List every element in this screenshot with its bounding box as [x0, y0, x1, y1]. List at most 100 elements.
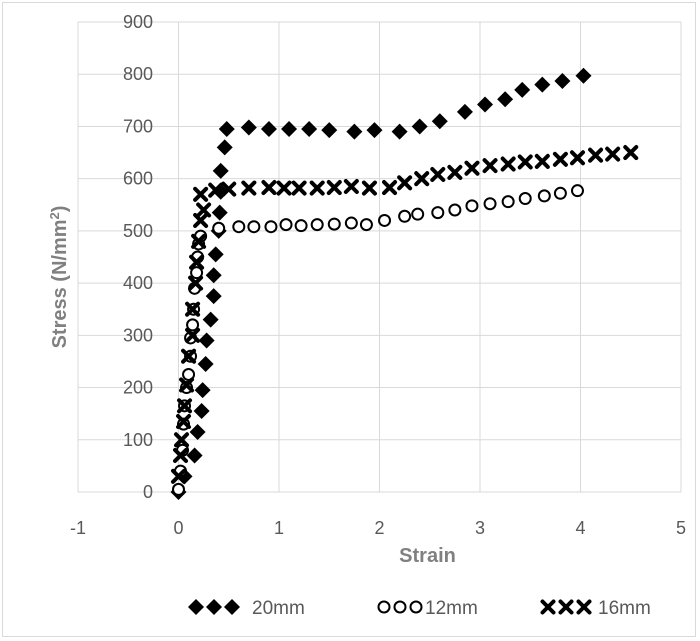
diamond-point: [189, 423, 206, 440]
legend-diamond-marker: [188, 599, 204, 615]
x-tick-label: 3: [475, 518, 485, 538]
x-tick-label: -1: [70, 518, 86, 538]
y-tick-label: 700: [123, 116, 153, 136]
legend-item-12mm: 12mm: [377, 598, 478, 619]
diamond-point: [456, 103, 473, 120]
diamond-point: [198, 332, 215, 349]
legend-diamond-marker: [206, 599, 222, 615]
diamond-point: [497, 91, 514, 108]
circle-point: [247, 220, 261, 234]
y-axis-title-close: ): [49, 206, 71, 213]
diamond-point: [281, 121, 298, 138]
x-point: [343, 179, 359, 194]
legend-circle-marker: [393, 600, 407, 614]
circle-point: [570, 184, 584, 198]
circle-point: [359, 218, 373, 232]
x-tick-label: 0: [173, 518, 183, 538]
x-point: [185, 327, 201, 343]
y-tick-label: 400: [123, 273, 153, 293]
circle-point: [465, 199, 479, 213]
x-point: [176, 414, 192, 429]
diamond-point: [211, 204, 228, 221]
x-point: [414, 171, 430, 187]
y-axis-title: Stress (N/mm2): [47, 206, 71, 349]
x-point: [309, 180, 325, 196]
diamond-point: [205, 267, 222, 284]
y-tick-label: 100: [123, 430, 153, 450]
diamond-point: [321, 122, 338, 139]
x-point: [534, 153, 550, 169]
circle-point: [537, 189, 551, 203]
x-point: [361, 180, 377, 196]
circle-point: [501, 195, 515, 209]
gridlines: [77, 21, 682, 493]
x-point: [191, 233, 207, 249]
data-points: [170, 67, 639, 500]
x-point: [382, 180, 398, 196]
x-point: [464, 160, 480, 176]
legend-label: 20mm: [252, 598, 305, 619]
circle-point: [411, 207, 425, 221]
x-point: [552, 151, 568, 167]
x-tick-labels: -1 0 1 2 3 4 5: [70, 518, 686, 538]
diamond-point: [477, 96, 494, 113]
series-16mm: [171, 145, 639, 484]
x-point: [397, 175, 413, 191]
diamond-point: [186, 447, 203, 464]
circle-point: [448, 203, 462, 217]
x-point: [482, 158, 498, 174]
circle-point: [279, 218, 293, 232]
y-tick-label: 300: [123, 325, 153, 345]
diamond-point: [554, 73, 571, 90]
x-point: [447, 164, 463, 180]
x-tick-label: 4: [575, 518, 585, 538]
legend-x-marker: [558, 599, 574, 615]
x-point: [189, 254, 205, 270]
legend: 20mm 12mm 16mm: [188, 598, 651, 619]
diamond-point: [431, 113, 448, 130]
circle-point: [182, 368, 196, 381]
series-20mm: [170, 67, 592, 500]
x-point: [276, 180, 292, 196]
circle-point: [431, 206, 445, 220]
y-axis-title-main: Stress (N/mm: [49, 219, 71, 348]
legend-circle-marker: [409, 600, 423, 614]
x-point: [181, 348, 197, 364]
circle-point: [553, 186, 567, 200]
legend-diamond-marker: [224, 599, 240, 615]
diamond-point: [260, 121, 277, 138]
circle-point: [264, 220, 278, 234]
circle-point: [327, 217, 341, 231]
x-tick-label: 5: [676, 518, 686, 538]
y-axis-title-sup: 2: [47, 212, 62, 219]
x-point: [179, 377, 195, 393]
y-tick-label: 800: [123, 64, 153, 84]
x-point: [185, 301, 201, 317]
circle-point: [378, 213, 392, 227]
y-tick-label: 900: [123, 12, 153, 32]
diamond-point: [534, 76, 551, 93]
circle-point: [310, 218, 324, 232]
x-point: [261, 180, 277, 196]
x-tick-label: 2: [374, 518, 384, 538]
y-tick-labels: 0 100 200 300 400 500 600 700 800 900: [123, 12, 153, 502]
x-point: [623, 145, 639, 161]
circle-point: [398, 209, 412, 223]
diamond-point: [194, 382, 211, 399]
legend-item-16mm: 16mm: [540, 598, 651, 619]
diamond-point: [366, 122, 383, 139]
series-12mm: [172, 184, 584, 496]
circle-point: [518, 192, 532, 206]
diamond-point: [514, 81, 531, 98]
diamond-point: [205, 288, 222, 305]
x-point: [171, 468, 186, 484]
y-tick-label: 600: [123, 169, 153, 189]
circle-point: [483, 197, 497, 211]
diamond-point: [218, 121, 235, 138]
legend-label: 12mm: [425, 598, 478, 619]
x-point: [173, 447, 189, 463]
x-axis-title: Strain: [399, 545, 456, 567]
diamond-point: [346, 123, 363, 140]
diamond-point: [216, 139, 233, 156]
